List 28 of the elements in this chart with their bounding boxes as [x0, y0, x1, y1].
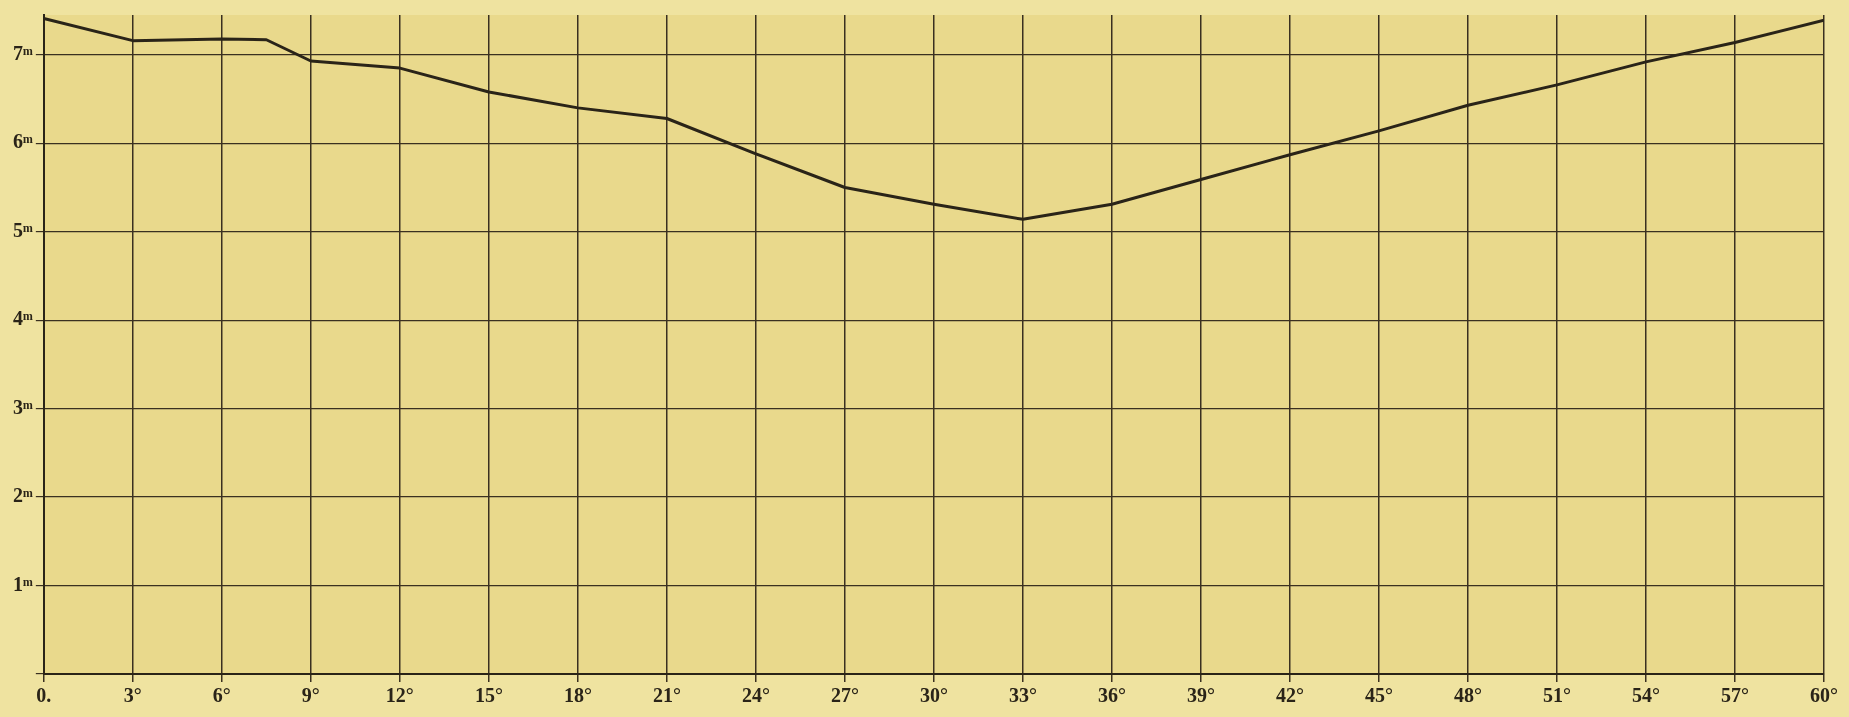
- x-tick-label: 21°: [652, 684, 681, 707]
- y-tick-label: 3ᵐ: [12, 395, 33, 418]
- x-tick-label: 18°: [563, 684, 592, 707]
- y-tick-label: 2ᵐ: [12, 484, 33, 507]
- x-tick-label: 12°: [385, 684, 414, 707]
- x-tick-label: 45°: [1364, 684, 1393, 707]
- x-tick-label: 54°: [1631, 684, 1660, 707]
- x-tick-label: 6°: [212, 684, 231, 707]
- x-tick-label: 36°: [1097, 684, 1126, 707]
- y-tick-label: 5ᵐ: [12, 218, 33, 241]
- y-tick-label: 1ᵐ: [12, 572, 33, 595]
- x-tick-label: 42°: [1275, 684, 1304, 707]
- x-tick-label: 24°: [741, 684, 770, 707]
- y-tick-label: 4ᵐ: [12, 307, 33, 330]
- x-tick-label: 15°: [474, 684, 503, 707]
- x-tick-label: 27°: [830, 684, 859, 707]
- x-tick-label: 33°: [1008, 684, 1037, 707]
- x-tick-label: 30°: [919, 684, 948, 707]
- x-tick-label: 39°: [1186, 684, 1215, 707]
- x-tick-label: 57°: [1720, 684, 1749, 707]
- x-tick-label: 0.: [36, 684, 52, 707]
- y-tick-label: 6ᵐ: [12, 130, 33, 153]
- x-tick-label: 48°: [1453, 684, 1482, 707]
- x-tick-label: 51°: [1542, 684, 1571, 707]
- x-tick-label: 3°: [123, 684, 142, 707]
- y-tick-label: 7ᵐ: [12, 41, 33, 64]
- x-tick-label: 9°: [301, 684, 320, 707]
- x-tick-label: 60°: [1810, 684, 1838, 707]
